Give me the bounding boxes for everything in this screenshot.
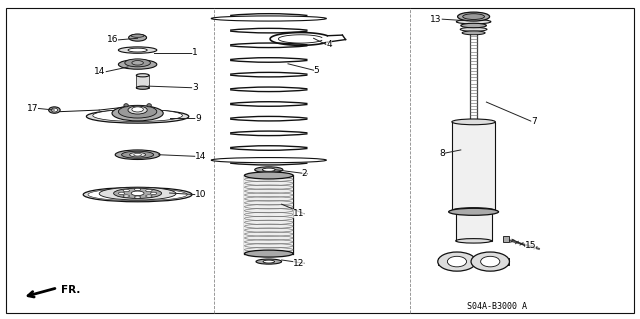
Text: 14: 14 (195, 152, 207, 161)
Text: 8: 8 (439, 149, 445, 158)
Text: S04A-B3000 A: S04A-B3000 A (467, 302, 527, 311)
Ellipse shape (244, 250, 293, 257)
Text: 9: 9 (195, 114, 201, 122)
Text: 10: 10 (195, 190, 207, 199)
Bar (244, 175, 293, 254)
Ellipse shape (118, 105, 157, 118)
Ellipse shape (452, 208, 495, 213)
Ellipse shape (136, 74, 149, 77)
Ellipse shape (99, 187, 176, 200)
Ellipse shape (244, 172, 293, 179)
Bar (136, 75, 149, 88)
Text: 5: 5 (314, 66, 319, 75)
Ellipse shape (211, 158, 326, 163)
Ellipse shape (129, 34, 147, 41)
Ellipse shape (456, 239, 492, 243)
Ellipse shape (460, 27, 487, 31)
Ellipse shape (118, 192, 125, 194)
Ellipse shape (128, 48, 147, 52)
Ellipse shape (447, 256, 467, 267)
Ellipse shape (124, 104, 129, 107)
Ellipse shape (83, 188, 192, 202)
Ellipse shape (255, 167, 283, 173)
Ellipse shape (118, 47, 157, 53)
Text: FR.: FR. (61, 285, 80, 295)
Ellipse shape (49, 107, 60, 113)
Ellipse shape (136, 86, 149, 89)
Ellipse shape (458, 12, 490, 21)
Text: 12: 12 (292, 259, 304, 268)
Ellipse shape (449, 208, 499, 215)
Ellipse shape (118, 60, 157, 69)
Ellipse shape (134, 188, 141, 190)
Bar (456, 211, 492, 241)
Ellipse shape (438, 252, 476, 271)
Text: 1: 1 (192, 48, 198, 57)
Ellipse shape (147, 104, 152, 107)
Ellipse shape (134, 153, 141, 156)
Text: 7: 7 (531, 117, 537, 126)
Ellipse shape (114, 188, 161, 198)
Bar (438, 258, 509, 265)
Text: 17: 17 (27, 104, 38, 113)
Ellipse shape (123, 195, 129, 197)
Ellipse shape (112, 106, 163, 121)
Ellipse shape (115, 150, 160, 160)
Ellipse shape (132, 107, 143, 112)
Ellipse shape (93, 109, 182, 122)
Text: 13: 13 (430, 15, 442, 24)
Ellipse shape (131, 34, 144, 37)
Ellipse shape (132, 61, 143, 65)
Ellipse shape (134, 196, 141, 198)
Bar (452, 122, 495, 211)
Text: 11: 11 (292, 209, 304, 218)
Text: 14: 14 (94, 67, 106, 76)
Ellipse shape (262, 168, 275, 171)
Text: 2: 2 (301, 169, 307, 178)
Text: 4: 4 (326, 40, 332, 49)
Ellipse shape (150, 192, 157, 194)
Ellipse shape (146, 189, 152, 192)
Ellipse shape (123, 189, 129, 192)
Ellipse shape (452, 119, 495, 125)
Ellipse shape (481, 256, 500, 267)
Ellipse shape (128, 106, 147, 114)
Ellipse shape (211, 16, 326, 21)
Ellipse shape (131, 191, 144, 196)
Ellipse shape (122, 151, 154, 158)
Ellipse shape (86, 110, 189, 123)
Text: 3: 3 (192, 83, 198, 92)
Ellipse shape (471, 252, 509, 271)
Text: 16: 16 (107, 35, 118, 44)
Ellipse shape (146, 195, 152, 197)
Text: 15: 15 (525, 241, 536, 250)
Ellipse shape (88, 189, 188, 201)
Ellipse shape (463, 14, 484, 19)
Ellipse shape (461, 23, 486, 28)
Ellipse shape (129, 152, 146, 157)
Ellipse shape (51, 108, 58, 112)
Ellipse shape (125, 59, 150, 67)
Ellipse shape (456, 19, 491, 24)
Ellipse shape (462, 31, 485, 35)
Ellipse shape (263, 260, 275, 263)
Ellipse shape (256, 259, 282, 264)
